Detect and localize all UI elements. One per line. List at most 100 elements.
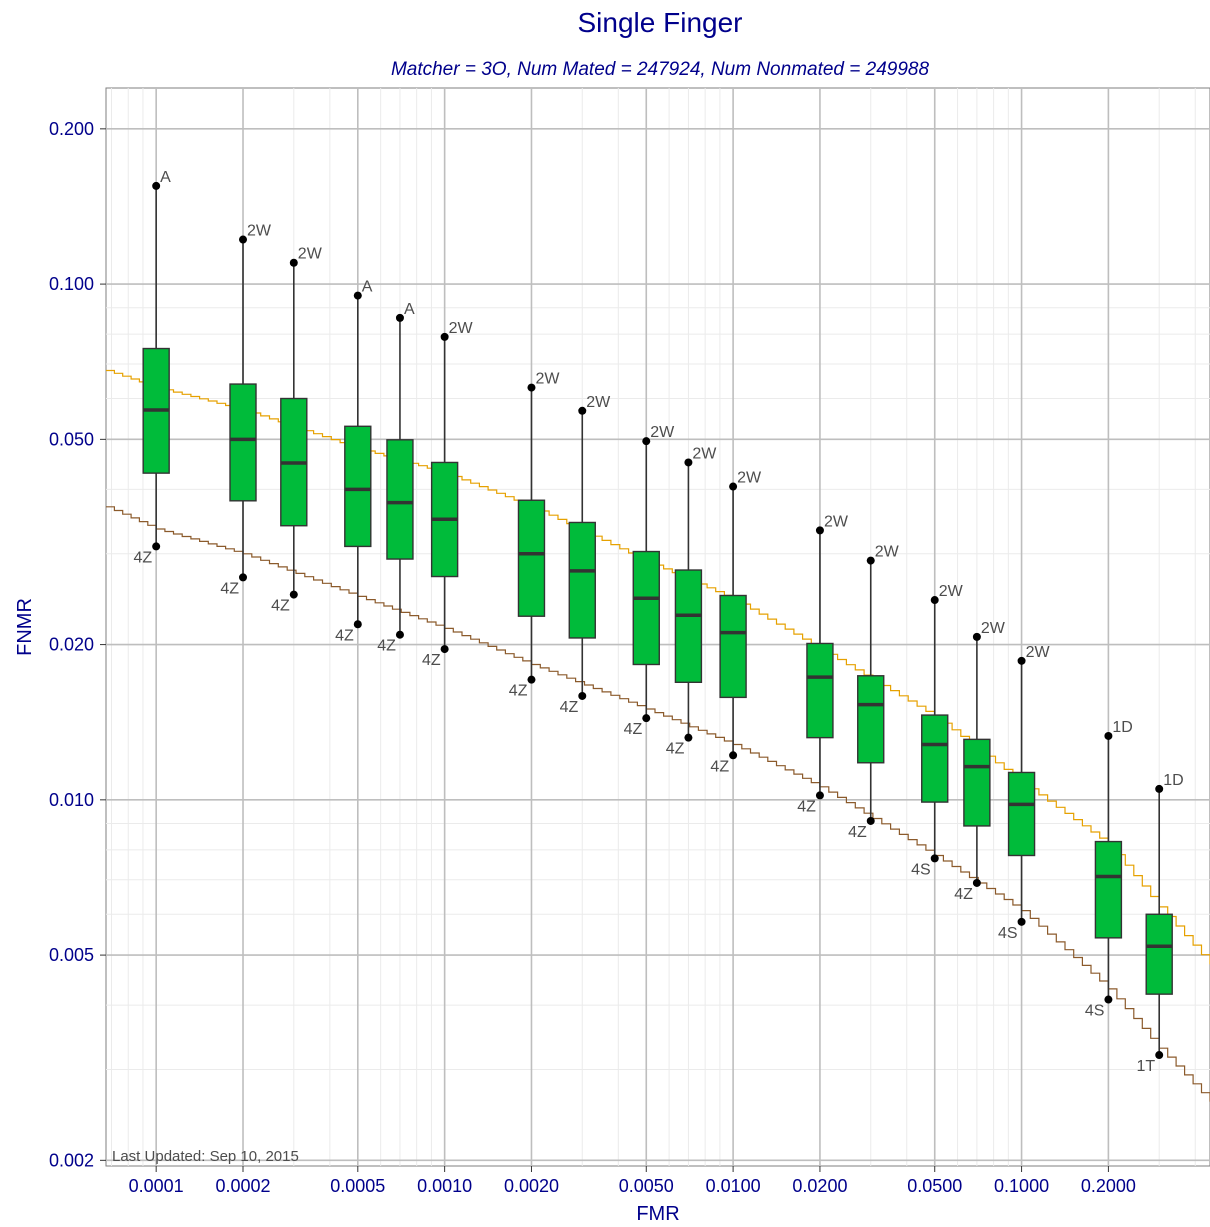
box	[963, 738, 991, 827]
min-label: 4S	[998, 925, 1018, 942]
x-tick-label: 0.0050	[619, 1176, 674, 1196]
y-tick-label: 0.010	[49, 790, 94, 810]
max-point	[289, 258, 298, 267]
max-point	[972, 632, 981, 641]
x-tick-label: 0.0020	[504, 1176, 559, 1196]
min-point	[1104, 995, 1113, 1004]
y-axis-title: FNMR	[14, 598, 36, 656]
x-tick-label: 0.1000	[994, 1176, 1049, 1196]
max-label: 2W	[939, 583, 964, 600]
reference-line-2	[106, 506, 1210, 1102]
x-tick-label: 0.0001	[129, 1176, 184, 1196]
max-point	[578, 406, 587, 415]
min-point	[1155, 1051, 1164, 1060]
box	[921, 714, 949, 803]
boxplot: 1D 1T	[1137, 772, 1184, 1075]
min-point	[527, 675, 536, 684]
x-tick-label: 0.2000	[1081, 1176, 1136, 1196]
boxplot: 2W 4Z	[624, 424, 676, 738]
min-point	[578, 691, 587, 700]
box	[674, 569, 703, 684]
max-point	[815, 526, 824, 535]
boxplot: 2W 4Z	[666, 445, 718, 757]
max-point	[729, 482, 738, 491]
max-label: 2W	[692, 445, 717, 462]
max-label: A	[362, 279, 373, 296]
max-point	[527, 383, 536, 392]
chart-title: Single Finger	[578, 7, 743, 38]
max-point	[152, 181, 161, 190]
max-label: A	[160, 169, 171, 186]
boxplot: A 4Z	[335, 279, 373, 645]
max-point	[1155, 784, 1164, 793]
max-point	[930, 596, 939, 605]
max-label: 1D	[1163, 772, 1183, 789]
min-point	[642, 714, 651, 723]
max-label: 2W	[247, 223, 272, 240]
max-label: 2W	[449, 320, 474, 337]
min-point	[152, 542, 161, 551]
min-label: 4Z	[624, 721, 643, 738]
boxplot: 2W 4Z	[271, 246, 323, 615]
boxplot: 2W 4Z	[710, 470, 762, 776]
max-label: 1D	[1112, 719, 1132, 736]
box	[1145, 913, 1173, 995]
min-point	[815, 791, 824, 800]
boxplot: 2W 4S	[911, 583, 963, 878]
max-label: A	[404, 301, 415, 318]
boxplot: 2W 4Z	[797, 513, 849, 815]
max-label: 2W	[650, 424, 675, 441]
box	[386, 439, 414, 560]
min-label: 4Z	[797, 798, 816, 815]
min-point	[395, 630, 404, 639]
max-label: 2W	[875, 544, 900, 561]
min-point	[289, 590, 298, 599]
min-label: 4S	[1085, 1003, 1105, 1020]
min-label: 4Z	[954, 886, 973, 903]
min-point	[866, 816, 875, 825]
boxplot: 2W 4S	[998, 644, 1050, 942]
max-point	[440, 332, 449, 341]
max-label: 2W	[535, 371, 560, 388]
y-tick-label: 0.050	[49, 429, 94, 449]
min-point	[729, 751, 738, 760]
y-tick-label: 0.005	[49, 945, 94, 965]
x-tick-label: 0.0500	[907, 1176, 962, 1196]
max-point	[866, 556, 875, 565]
y-tick-label: 0.002	[49, 1150, 94, 1170]
boxplot: 2W 4Z	[220, 223, 272, 598]
x-tick-label: 0.0002	[215, 1176, 270, 1196]
max-point	[642, 437, 651, 446]
max-label: 2W	[737, 470, 762, 487]
y-tick-label: 0.020	[49, 635, 94, 655]
box	[568, 521, 596, 639]
min-label: 4Z	[422, 652, 441, 669]
max-point	[684, 458, 693, 467]
chart-subtitle: Matcher = 3O, Num Mated = 247924, Num No…	[391, 59, 930, 80]
max-point	[239, 235, 248, 244]
min-point	[1017, 917, 1026, 926]
min-label: 1T	[1137, 1058, 1156, 1075]
plot-area: A 4Z 2W 4Z 2W 4Z A 4Z A 4Z 2W 4Z 2W 4Z 2W 4Z 2W 4Z 2W 4Z 2W 4…	[105, 87, 1210, 1167]
min-point	[972, 878, 981, 887]
boxplot: 2W 4Z	[954, 620, 1006, 903]
box	[229, 383, 257, 502]
y-axis: 0.200 0.100 0.050 0.020 0.010 0.005 0.002	[49, 119, 106, 1170]
min-label: 4Z	[377, 638, 396, 655]
box	[344, 425, 372, 548]
min-label: 4Z	[509, 683, 528, 700]
max-label: 2W	[981, 620, 1006, 637]
x-tick-label: 0.0100	[706, 1176, 761, 1196]
max-label: 2W	[1026, 644, 1051, 661]
x-tick-label: 0.0010	[417, 1176, 472, 1196]
min-label: 4Z	[560, 699, 579, 716]
boxplot: 2W 4Z	[848, 544, 900, 841]
x-axis: 0.0001 0.0002 0.0005 0.0010 0.0020 0.0050 0.01…	[129, 1166, 1136, 1196]
boxplot: 1D 4S	[1085, 719, 1133, 1020]
box	[1007, 771, 1036, 857]
box	[517, 499, 546, 617]
boxplots: A 4Z 2W 4Z 2W 4Z A 4Z A 4Z 2W 4Z 2W 4Z 2W 4Z 2W 4Z 2W 4Z 2W 4…	[133, 169, 1183, 1075]
boxplot: A 4Z	[133, 169, 171, 566]
max-point	[395, 313, 404, 322]
box	[857, 675, 885, 764]
